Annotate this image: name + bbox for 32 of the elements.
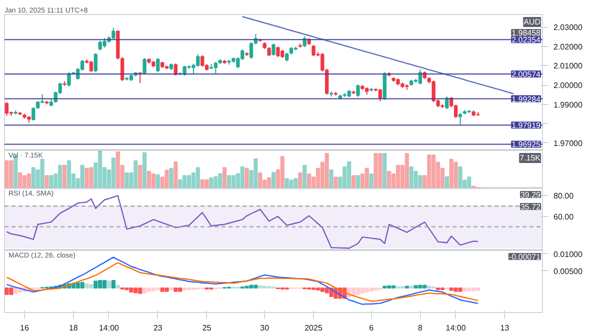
ref-line-label: 1.96925 xyxy=(512,140,542,150)
y-tick-label: 1.99000 xyxy=(554,100,583,110)
y-tick-label: 60.00 xyxy=(554,212,574,222)
y-tick-label: 1.97000 xyxy=(554,138,583,148)
y-tick-label: 2.03000 xyxy=(554,23,583,32)
annotation: -0.00071 xyxy=(508,252,542,262)
x-tick-label: 16 xyxy=(20,324,30,332)
y-tick-label: 0.01000 xyxy=(554,250,583,259)
ref-line-label: 2.00574 xyxy=(512,70,542,79)
annotation: 39.29 xyxy=(520,190,542,200)
x-tick-label: 8 xyxy=(418,324,424,332)
annotation: 1.98458 xyxy=(512,28,542,38)
y-tick-label: 0.00500 xyxy=(554,266,583,276)
ref-line-label: 2.02354 xyxy=(512,36,542,45)
x-tick-label: 6 xyxy=(369,324,374,332)
y-tick-label: 80.00 xyxy=(554,192,574,201)
ref-line-label: 1.99284 xyxy=(512,94,542,104)
y-tick-label: 2.00000 xyxy=(554,81,583,90)
x-tick-label: 14:00 xyxy=(98,324,120,332)
annotation: 7.15K xyxy=(520,154,542,162)
x-tick-label: 18 xyxy=(68,324,78,332)
x-tick-label: 25 xyxy=(202,324,212,332)
annotation: AUD xyxy=(524,18,541,26)
x-tick-label: 2025 xyxy=(304,324,323,332)
y-tick-label: 2.01000 xyxy=(554,62,583,71)
y-tick-label: 2.02000 xyxy=(554,42,583,52)
annotation: 35.72 xyxy=(520,202,542,212)
x-tick-label: 14:00 xyxy=(446,324,466,332)
x-tick-label: 13 xyxy=(500,324,510,332)
x-tick-label: 23 xyxy=(153,324,163,332)
x-tick-label: 30 xyxy=(260,324,270,332)
ref-line-label: 1.97919 xyxy=(512,121,542,130)
